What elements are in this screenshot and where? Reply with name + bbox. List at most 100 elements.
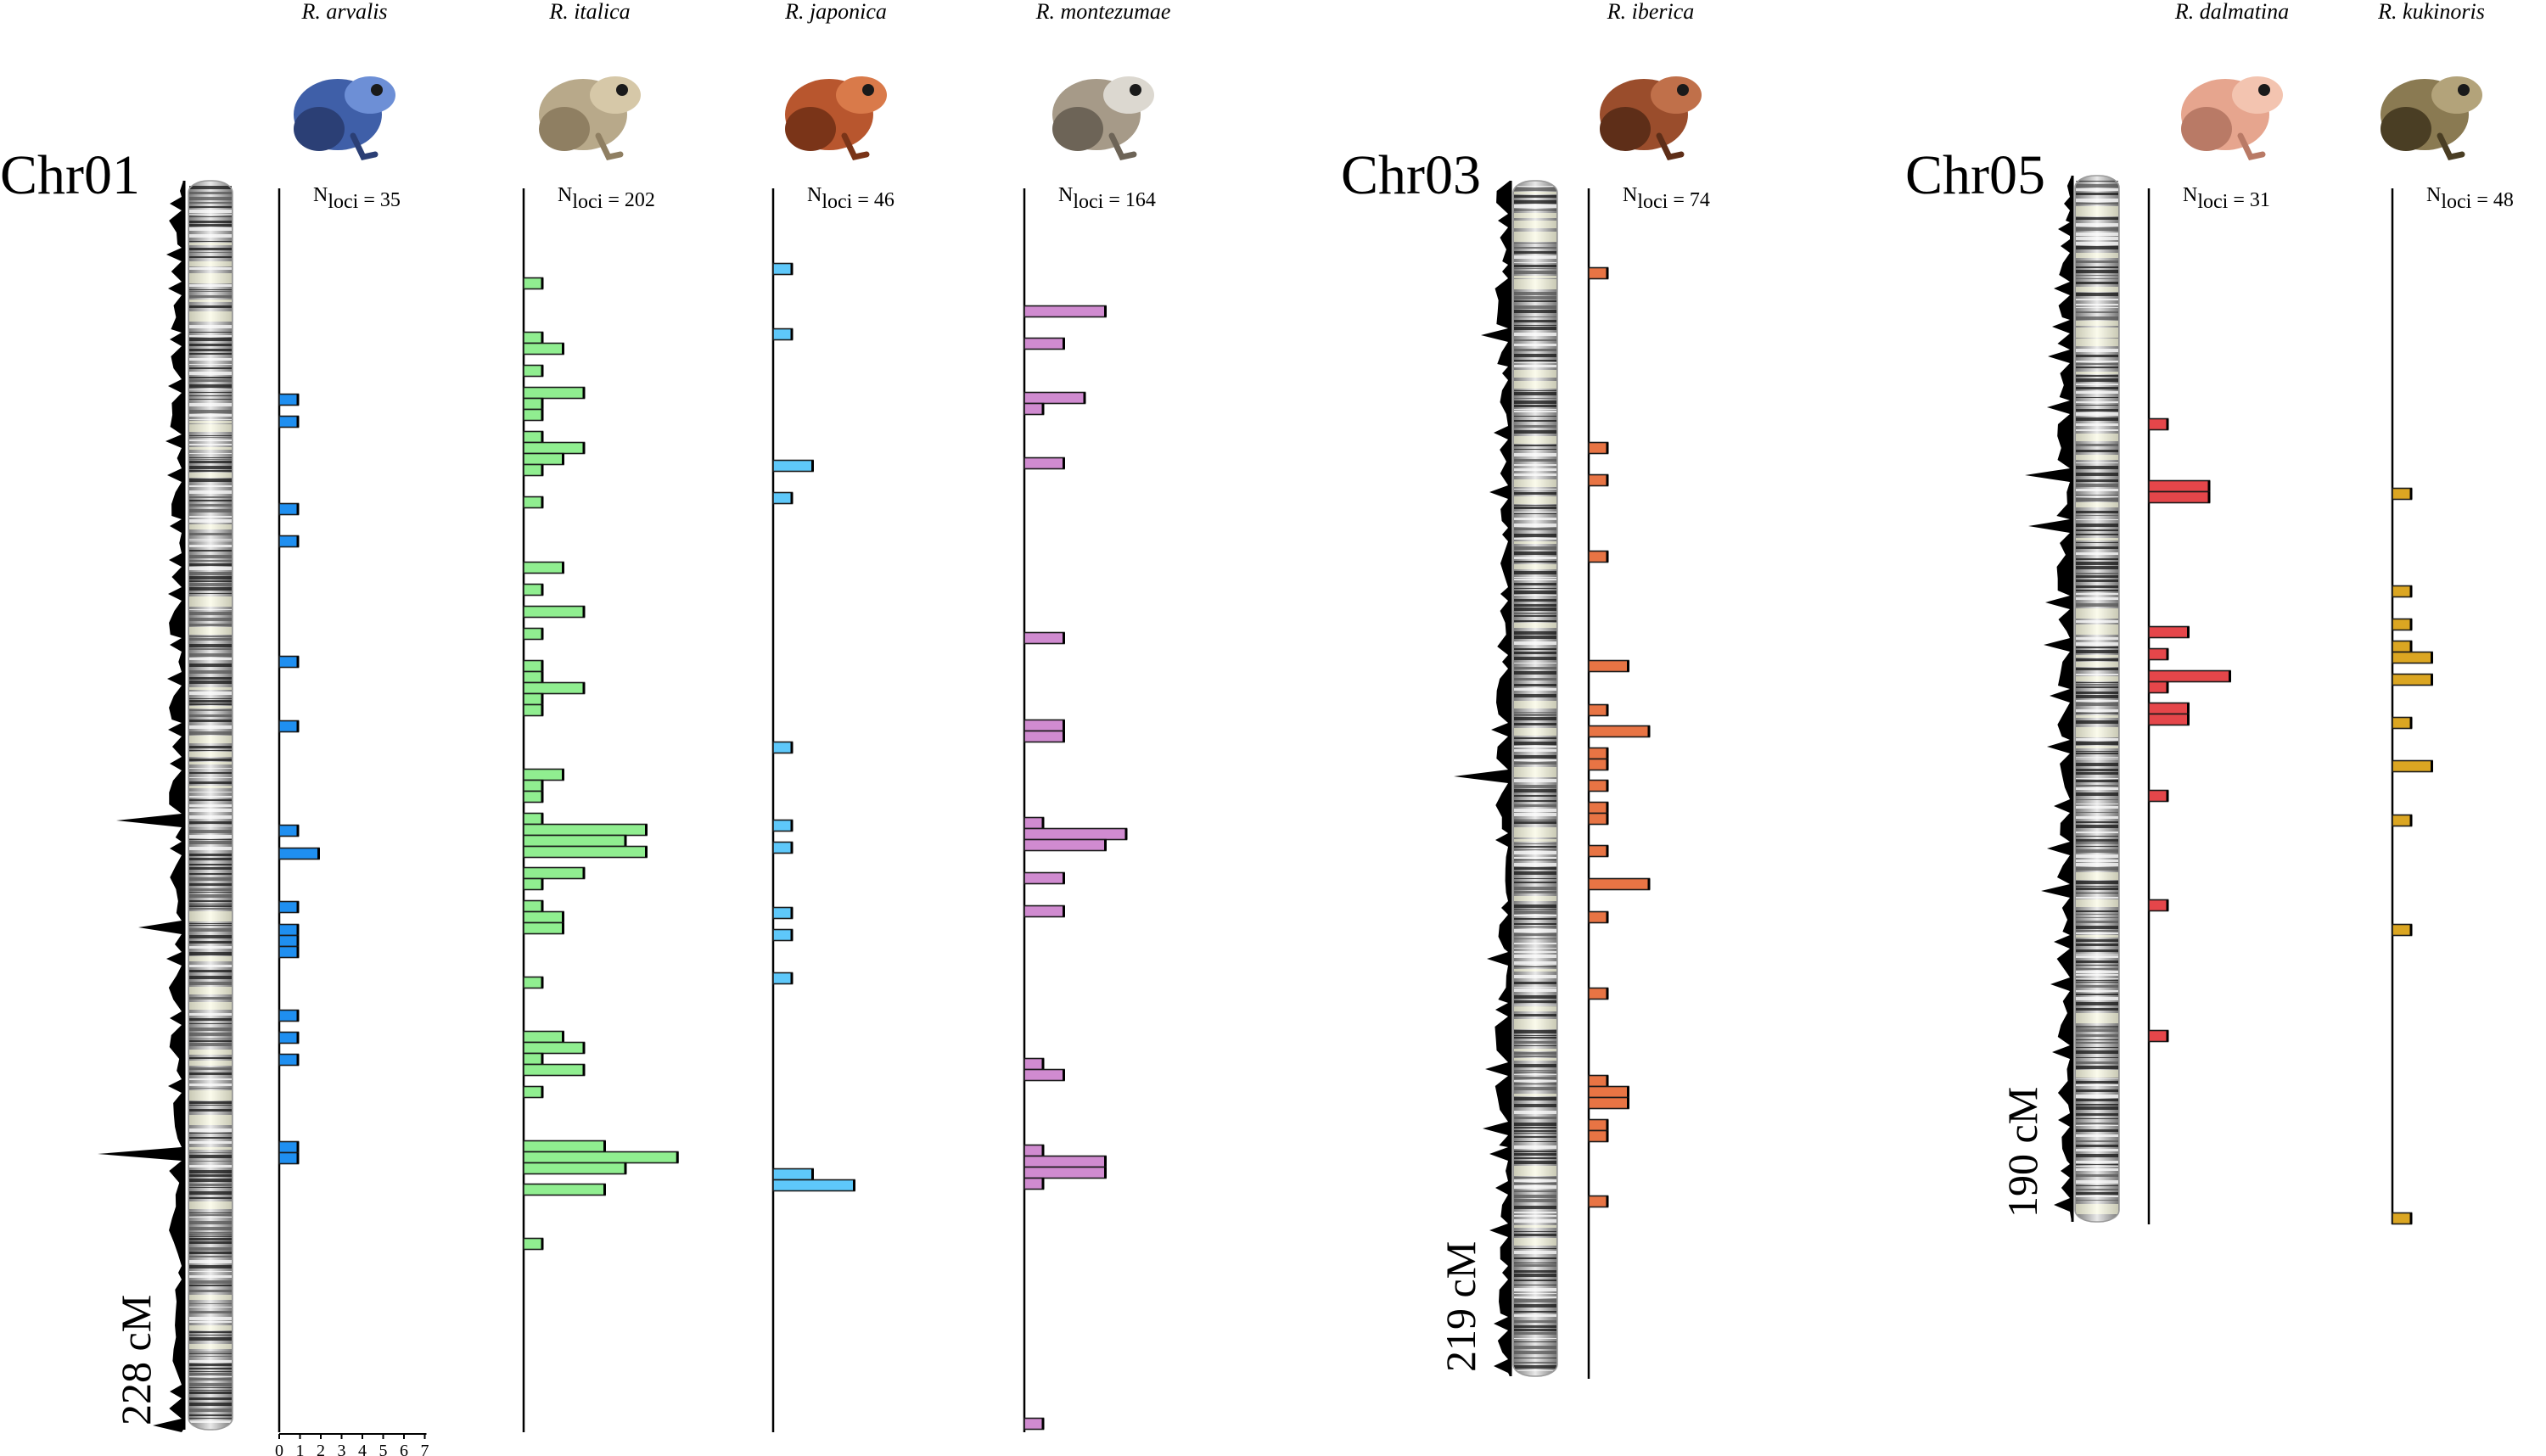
chromosome-band bbox=[1514, 678, 1556, 680]
chromosome-band bbox=[2076, 932, 2118, 934]
chromosome-band bbox=[189, 1043, 232, 1046]
locus-bar bbox=[523, 463, 544, 477]
chromosome-band bbox=[189, 1115, 232, 1125]
locus-bar bbox=[1588, 779, 1609, 792]
chromosome-band bbox=[2076, 812, 2118, 813]
chromosome-length-label: 219 cM bbox=[1437, 1241, 1484, 1372]
chromosome-band bbox=[1514, 1019, 1556, 1029]
chromosome-band bbox=[1514, 420, 1556, 422]
species-column-arvalis: R. arvalis Nloci = 35 0 1 2 3 4 5 6 7 bbox=[275, 0, 429, 1456]
chromosome-band bbox=[1514, 1304, 1556, 1308]
chromosome-band bbox=[2076, 355, 2118, 357]
locus-bar bbox=[1588, 747, 1609, 760]
chromosome-band bbox=[2076, 466, 2118, 469]
locus-bar bbox=[523, 1162, 627, 1175]
chromosome-band bbox=[189, 1311, 232, 1313]
chromosome-band bbox=[2076, 299, 2118, 300]
locus-bar bbox=[2392, 814, 2413, 827]
chromosome-band bbox=[2076, 378, 2118, 382]
chromosome-band bbox=[2076, 955, 2118, 958]
chromosome-band bbox=[189, 395, 232, 396]
frog-head bbox=[836, 76, 887, 114]
chromosome-band bbox=[2076, 1070, 2118, 1078]
locus-bar-edge bbox=[2187, 714, 2190, 725]
chromosome-ideogram bbox=[2074, 175, 2120, 1223]
chromosome-band bbox=[1514, 1000, 1556, 1003]
locus-bar-edge bbox=[1104, 839, 1107, 851]
locus-bar bbox=[1023, 402, 1045, 416]
chromosome-band bbox=[2076, 1164, 2118, 1165]
chromosome-band bbox=[1514, 1157, 1556, 1159]
locus-bar-edge bbox=[541, 693, 544, 705]
chromosome-band bbox=[1514, 390, 1556, 391]
nloci-subscript: loci bbox=[2197, 191, 2228, 213]
chromosome-band bbox=[189, 762, 232, 764]
chromosome-band bbox=[1514, 1006, 1556, 1011]
locus-bar-edge bbox=[541, 780, 544, 792]
chromosome-band bbox=[189, 720, 232, 722]
chromosome-band bbox=[189, 1221, 232, 1224]
chromosome-band bbox=[1514, 846, 1556, 848]
chromosome-band bbox=[1514, 648, 1556, 650]
chromosome-band bbox=[2076, 232, 2118, 236]
x-axis-tick-label: 3 bbox=[338, 1442, 346, 1456]
locus-bar-edge bbox=[645, 846, 648, 858]
chromosome-band bbox=[1514, 232, 1556, 242]
chromosome-band bbox=[1514, 279, 1556, 289]
chromosome-band bbox=[1514, 1045, 1556, 1046]
chromosome-band bbox=[189, 644, 232, 647]
locus-bar-edge bbox=[1606, 802, 1609, 814]
chromosome-band bbox=[1514, 1320, 1556, 1323]
chromosome-band bbox=[189, 1040, 232, 1042]
chromosome-band bbox=[189, 243, 232, 245]
chromosome-band bbox=[1514, 1341, 1556, 1342]
chromosome-band bbox=[2076, 914, 2118, 915]
frog-eye bbox=[616, 84, 628, 96]
frog-photo bbox=[539, 76, 641, 160]
chromosome-band bbox=[189, 830, 232, 833]
chromosome-band bbox=[1514, 1179, 1556, 1182]
chromosome-band bbox=[1514, 546, 1556, 550]
chromosome-band bbox=[1514, 571, 1556, 574]
chromosome-band bbox=[189, 1325, 232, 1330]
chromosome-band bbox=[189, 524, 232, 529]
chromosome-band bbox=[189, 545, 232, 547]
locus-bar-edge bbox=[790, 328, 794, 340]
chromosome-band bbox=[1514, 785, 1556, 788]
locus-bar-edge bbox=[1063, 872, 1065, 884]
chromosome-band bbox=[2076, 304, 2118, 305]
chromosome-band bbox=[1514, 1035, 1556, 1036]
chromosome-band bbox=[2076, 1161, 2118, 1163]
chromosome-band bbox=[189, 1002, 232, 1010]
locus-bar bbox=[1588, 1096, 1629, 1110]
chromosome-band bbox=[2076, 695, 2118, 698]
chromosome-band bbox=[2076, 372, 2118, 374]
locus-bar bbox=[1023, 1177, 1045, 1190]
chromosome-band bbox=[2076, 519, 2118, 520]
locus-bar bbox=[1023, 816, 1045, 830]
chromosome-band bbox=[2076, 978, 2118, 979]
locus-bar bbox=[1588, 1118, 1609, 1132]
chromosome-band bbox=[1514, 492, 1556, 495]
chromosome-band bbox=[189, 997, 232, 1000]
locus-bar bbox=[278, 1151, 300, 1165]
chromosome-band bbox=[2076, 720, 2118, 724]
chromosome-band bbox=[2076, 1154, 2118, 1157]
chromosome-band bbox=[189, 839, 232, 840]
chromosome-band bbox=[189, 1390, 232, 1391]
locus-bar-edge bbox=[2409, 717, 2413, 729]
chromosome-band bbox=[189, 638, 232, 641]
chromosome-band bbox=[2076, 495, 2118, 496]
chromosome-band bbox=[189, 867, 232, 870]
locus-bar-edge bbox=[541, 878, 544, 890]
chromosome-band bbox=[189, 572, 232, 575]
chromosome-band bbox=[1514, 995, 1556, 999]
locus-bar-edge bbox=[1647, 878, 1651, 890]
frog-hindleg bbox=[294, 107, 345, 151]
chromosome-band bbox=[2076, 1078, 2118, 1079]
chromosome-band bbox=[189, 768, 232, 769]
chromosome-band bbox=[2076, 391, 2118, 394]
locus-bar bbox=[1588, 1195, 1609, 1208]
chromosome-band bbox=[2076, 242, 2118, 245]
locus-bar bbox=[2392, 640, 2413, 653]
